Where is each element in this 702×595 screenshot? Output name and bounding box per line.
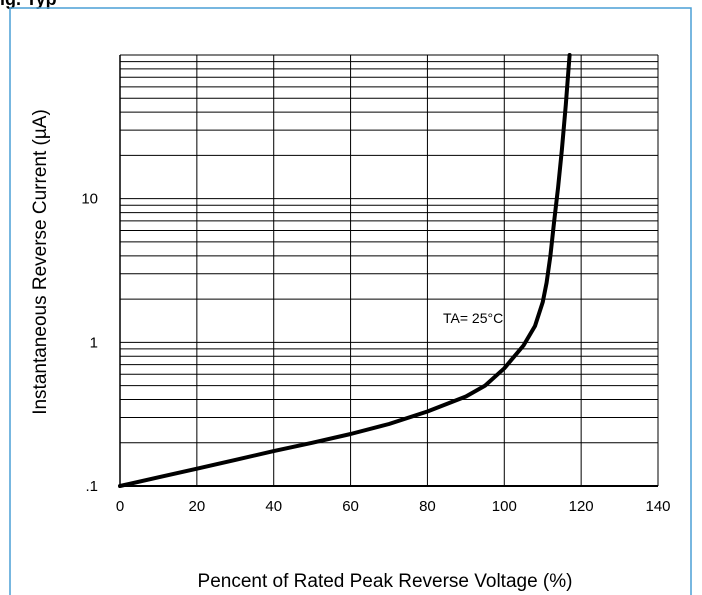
chart-border xyxy=(9,7,692,595)
y-tick-label: 1 xyxy=(90,334,98,351)
y-tick-label: .1 xyxy=(85,478,98,495)
x-tick-label: 60 xyxy=(342,498,359,515)
chart-ticks: 0 20 40 60 80 100 120 140 .1 1 10 xyxy=(81,191,670,515)
x-tick-label: 20 xyxy=(189,498,206,515)
cropped-figure-title: ig. Typ xyxy=(0,0,57,10)
x-tick-label: 0 xyxy=(116,498,124,515)
y-axis-label: Instantaneous Reverse Current (µA) xyxy=(30,109,51,415)
x-tick-label: 40 xyxy=(265,498,282,515)
temperature-annotation: TA= 25°C xyxy=(443,310,503,326)
x-axis-label: Pencent of Rated Peak Reverse Voltage (%… xyxy=(198,571,573,592)
x-tick-label: 120 xyxy=(569,498,594,515)
chart-curves xyxy=(118,53,572,488)
x-tick-label: 100 xyxy=(492,498,517,515)
chart-grid xyxy=(119,54,659,487)
x-tick-label: 80 xyxy=(419,498,436,515)
series-line xyxy=(118,53,572,488)
x-tick-label: 140 xyxy=(645,498,670,515)
y-tick-label: 10 xyxy=(81,191,98,208)
